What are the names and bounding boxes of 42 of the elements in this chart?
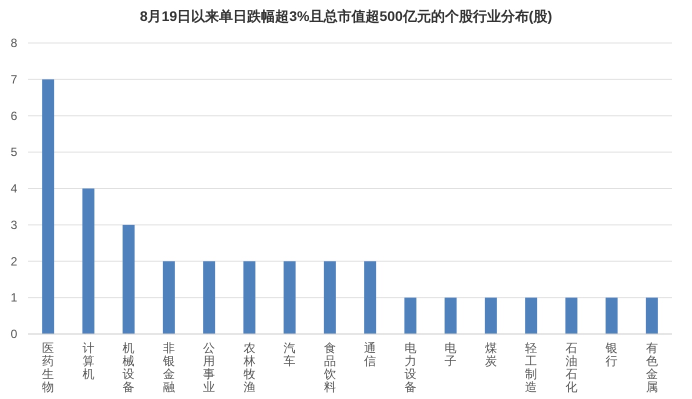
y-tick-label: 1 [10,290,18,305]
x-tick-label: 计算机 [82,341,94,381]
bar [162,261,175,334]
y-tick-label: 2 [10,254,18,268]
x-tick-label: 通信 [364,341,376,368]
x-tick-label: 石油石化 [565,341,578,394]
bar [284,261,296,334]
x-tick-label: 电力设备 [404,341,416,394]
y-tick-label: 8 [10,36,18,50]
bar [82,188,94,334]
bar [122,224,135,334]
x-tick-label: 煤炭 [484,341,497,368]
bar [404,298,416,334]
chart-title: 8月19日以来单日跌幅超3%且总市值超500亿元的个股行业分布(股) [140,8,552,24]
x-tick-label: 食品饮料 [322,341,336,394]
x-tick-label: 非银金融 [162,341,175,394]
x-tick-label: 银行 [604,341,618,368]
bar [606,298,618,334]
y-tick-label: 6 [10,108,18,123]
bar [42,79,54,334]
bar [646,298,658,334]
x-tick-label: 汽车 [284,341,296,368]
bar [324,261,336,334]
x-tick-label: 机械设备 [122,341,135,394]
x-tick-label: 公用事业 [203,341,216,394]
x-tick-label: 电子 [444,341,457,368]
y-tick-label: 5 [10,145,18,160]
bar [243,261,256,334]
bar [203,261,216,334]
y-tick-label: 7 [10,72,18,86]
x-tick-label: 农林牧渔 [242,341,256,394]
x-tick-label: 轻工制造 [525,341,538,394]
y-tick-label: 0 [10,327,18,341]
bar [565,298,578,334]
bar [525,298,538,334]
bar [444,298,457,334]
bar [364,261,376,334]
y-tick-label: 3 [10,218,18,232]
y-tick-label: 4 [10,182,18,196]
x-tick-label: 医药生物 [42,341,54,394]
bar [484,298,497,334]
x-tick-label: 有色金属 [646,341,658,394]
